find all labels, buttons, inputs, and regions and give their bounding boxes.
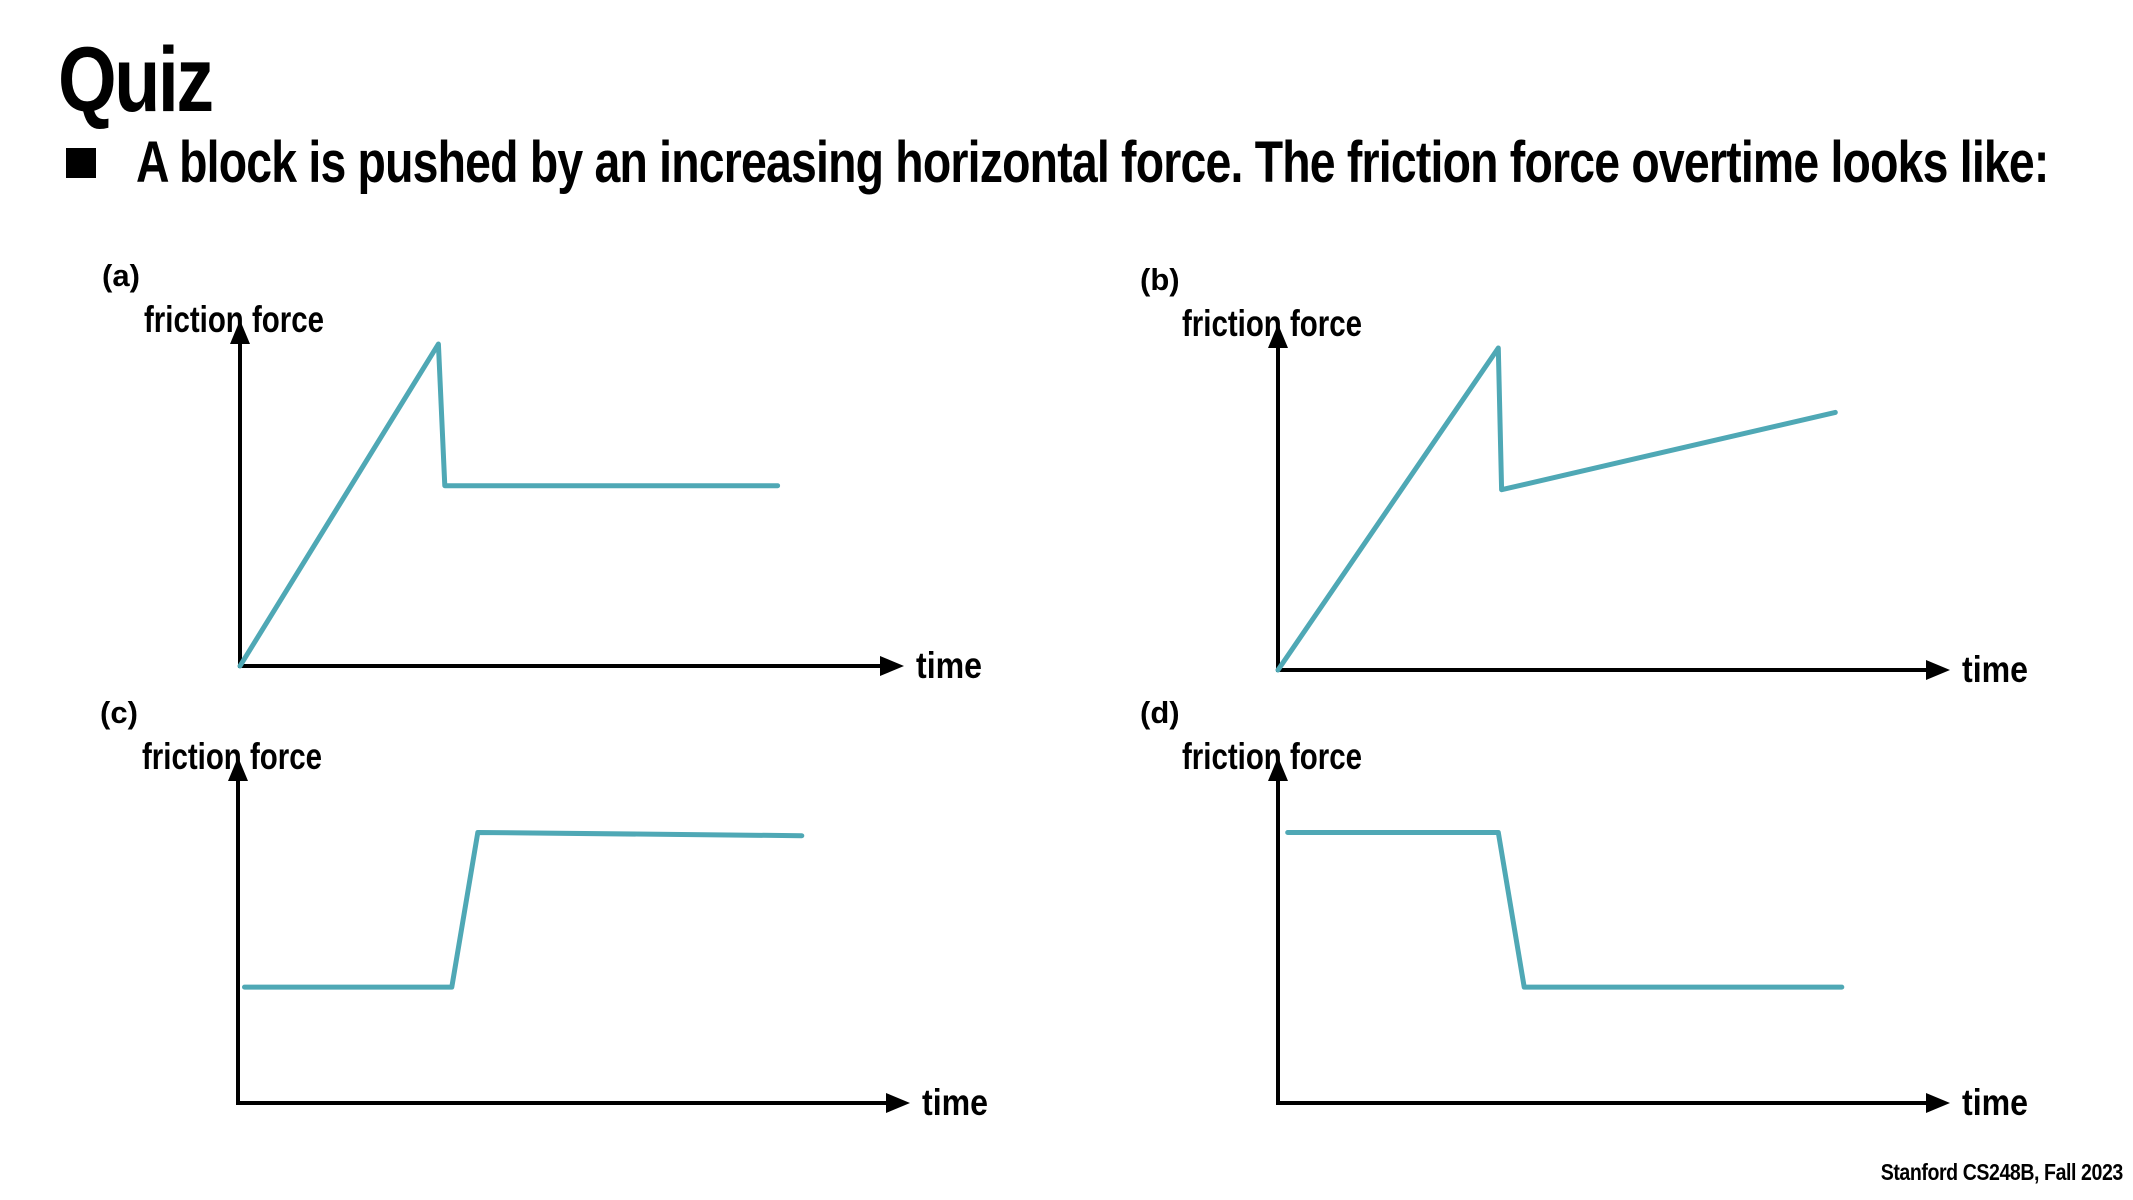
y-axis-arrow-icon [230, 320, 250, 344]
series-line [237, 341, 781, 669]
x-axis-label: time [1962, 649, 2028, 690]
panel-label: (b) [1140, 262, 1180, 297]
x-axis-arrow-icon [880, 656, 904, 676]
x-axis-arrow-icon [1926, 660, 1950, 680]
y-axis-arrow-icon [228, 757, 248, 781]
x-axis-arrow-icon [1926, 1093, 1950, 1113]
chart-panel-d: (d)friction force time [1140, 695, 2028, 1123]
series-line [242, 830, 805, 990]
series-line [1275, 345, 1838, 673]
question-bullet: A block is pushed by an increasing horiz… [66, 134, 2133, 192]
bullet-square-icon [66, 148, 96, 178]
y-axis-label: friction force [142, 736, 322, 777]
chart-panel-c: (c)friction force time [100, 695, 988, 1123]
x-axis-label: time [922, 1082, 988, 1123]
question-text: A block is pushed by an increasing horiz… [136, 130, 2049, 195]
series-line [1285, 830, 1845, 990]
x-axis-label: time [1962, 1082, 2028, 1123]
y-axis-label: friction force [1182, 303, 1362, 344]
y-axis-label: friction force [144, 299, 324, 340]
slide-title: Quiz [58, 29, 214, 131]
panel-label: (a) [102, 258, 140, 293]
x-axis-arrow-icon [886, 1093, 910, 1113]
x-axis-label: time [916, 645, 982, 686]
chart-panel-a: (a)friction force time [102, 258, 982, 686]
y-axis-arrow-icon [1268, 324, 1288, 348]
chart-panel-b: (b)friction force time [1140, 262, 2028, 690]
y-axis-arrow-icon [1268, 757, 1288, 781]
footer-credit: Stanford CS248B, Fall 2023 [1880, 1159, 2124, 1185]
panel-label: (d) [1140, 695, 1180, 730]
y-axis-label: friction force [1182, 736, 1362, 777]
panel-label: (c) [100, 695, 138, 730]
